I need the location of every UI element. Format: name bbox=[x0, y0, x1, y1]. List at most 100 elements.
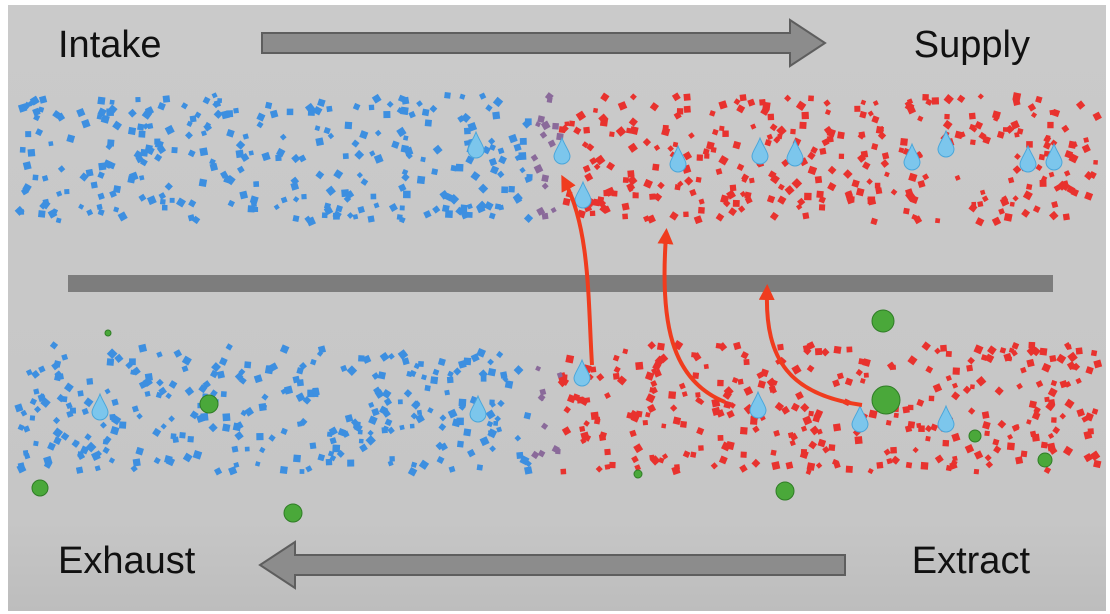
particle bbox=[769, 174, 780, 185]
particle bbox=[1025, 183, 1033, 191]
particle bbox=[581, 141, 589, 149]
particle bbox=[488, 212, 496, 220]
particle bbox=[519, 137, 527, 145]
particle bbox=[907, 355, 918, 366]
particle bbox=[256, 112, 266, 122]
particle bbox=[204, 121, 212, 129]
particle bbox=[17, 423, 25, 431]
particle bbox=[808, 95, 814, 102]
particle bbox=[552, 122, 559, 130]
particle bbox=[743, 358, 750, 366]
heat-transfer-arrow bbox=[561, 174, 594, 366]
particle bbox=[69, 407, 77, 414]
particle bbox=[106, 108, 114, 117]
particle bbox=[851, 179, 860, 188]
particle bbox=[1083, 137, 1090, 143]
particle bbox=[678, 382, 686, 390]
particle bbox=[418, 459, 430, 470]
particle bbox=[537, 115, 545, 123]
particle bbox=[604, 392, 611, 399]
water-droplet bbox=[851, 404, 869, 433]
particle bbox=[556, 372, 563, 379]
particle bbox=[743, 386, 754, 396]
pollutant-particle bbox=[871, 385, 901, 415]
particle bbox=[800, 403, 810, 413]
particle bbox=[757, 380, 766, 389]
particle bbox=[836, 372, 844, 380]
particle bbox=[22, 161, 32, 171]
particle bbox=[975, 376, 987, 387]
particle bbox=[732, 140, 742, 150]
particle bbox=[1003, 212, 1013, 222]
heat-transfer-arrow bbox=[657, 228, 726, 404]
particle bbox=[598, 113, 609, 124]
particle bbox=[647, 403, 657, 414]
particle bbox=[460, 112, 471, 123]
particle bbox=[1064, 398, 1075, 409]
particle bbox=[789, 432, 799, 442]
particle bbox=[487, 428, 498, 439]
particle bbox=[604, 464, 611, 470]
particle bbox=[378, 405, 389, 415]
particle bbox=[984, 353, 995, 364]
particle bbox=[800, 448, 808, 456]
particle bbox=[550, 207, 557, 214]
particle bbox=[930, 423, 939, 432]
particle bbox=[52, 427, 64, 438]
particle bbox=[447, 408, 458, 419]
particle bbox=[236, 165, 245, 174]
particle bbox=[279, 133, 287, 141]
particle bbox=[1052, 426, 1061, 435]
particle bbox=[649, 454, 655, 461]
particle bbox=[524, 466, 533, 475]
particle bbox=[222, 413, 231, 422]
particle bbox=[881, 152, 890, 160]
particle bbox=[934, 347, 941, 355]
particle bbox=[814, 347, 823, 356]
particle bbox=[466, 203, 473, 210]
divider-wall bbox=[68, 275, 1053, 292]
particle bbox=[650, 380, 658, 388]
particle bbox=[539, 131, 548, 139]
particle bbox=[211, 92, 218, 99]
particle bbox=[871, 143, 879, 151]
particle bbox=[485, 409, 496, 420]
particle bbox=[498, 155, 507, 165]
particle bbox=[222, 423, 231, 432]
particle bbox=[1035, 95, 1043, 104]
particle bbox=[934, 218, 941, 224]
exhaust-arrow bbox=[258, 540, 846, 590]
particle bbox=[304, 102, 316, 114]
background bbox=[8, 5, 1106, 611]
particle bbox=[513, 194, 523, 204]
particle bbox=[344, 414, 354, 423]
particle bbox=[40, 199, 51, 210]
particle bbox=[492, 96, 504, 108]
particle bbox=[741, 173, 750, 182]
particle bbox=[296, 421, 303, 427]
particle bbox=[747, 98, 756, 107]
particle bbox=[97, 192, 105, 200]
particle bbox=[459, 93, 466, 100]
particle bbox=[696, 154, 704, 161]
particle bbox=[1063, 170, 1071, 177]
particle bbox=[1028, 341, 1036, 349]
particle bbox=[908, 404, 914, 411]
particle bbox=[766, 377, 777, 388]
particle bbox=[535, 121, 541, 128]
particle bbox=[362, 354, 372, 364]
particle bbox=[573, 126, 582, 135]
particle bbox=[139, 175, 145, 181]
pollutant-particle bbox=[199, 394, 219, 414]
particle bbox=[244, 361, 252, 369]
particle bbox=[25, 368, 33, 376]
particle bbox=[1091, 408, 1099, 415]
particle bbox=[627, 175, 638, 186]
particle bbox=[951, 382, 959, 389]
particle bbox=[437, 357, 446, 366]
water-droplet bbox=[751, 136, 769, 165]
particle bbox=[465, 155, 475, 165]
particle bbox=[106, 358, 115, 366]
particle bbox=[652, 163, 660, 171]
particle bbox=[563, 406, 571, 414]
